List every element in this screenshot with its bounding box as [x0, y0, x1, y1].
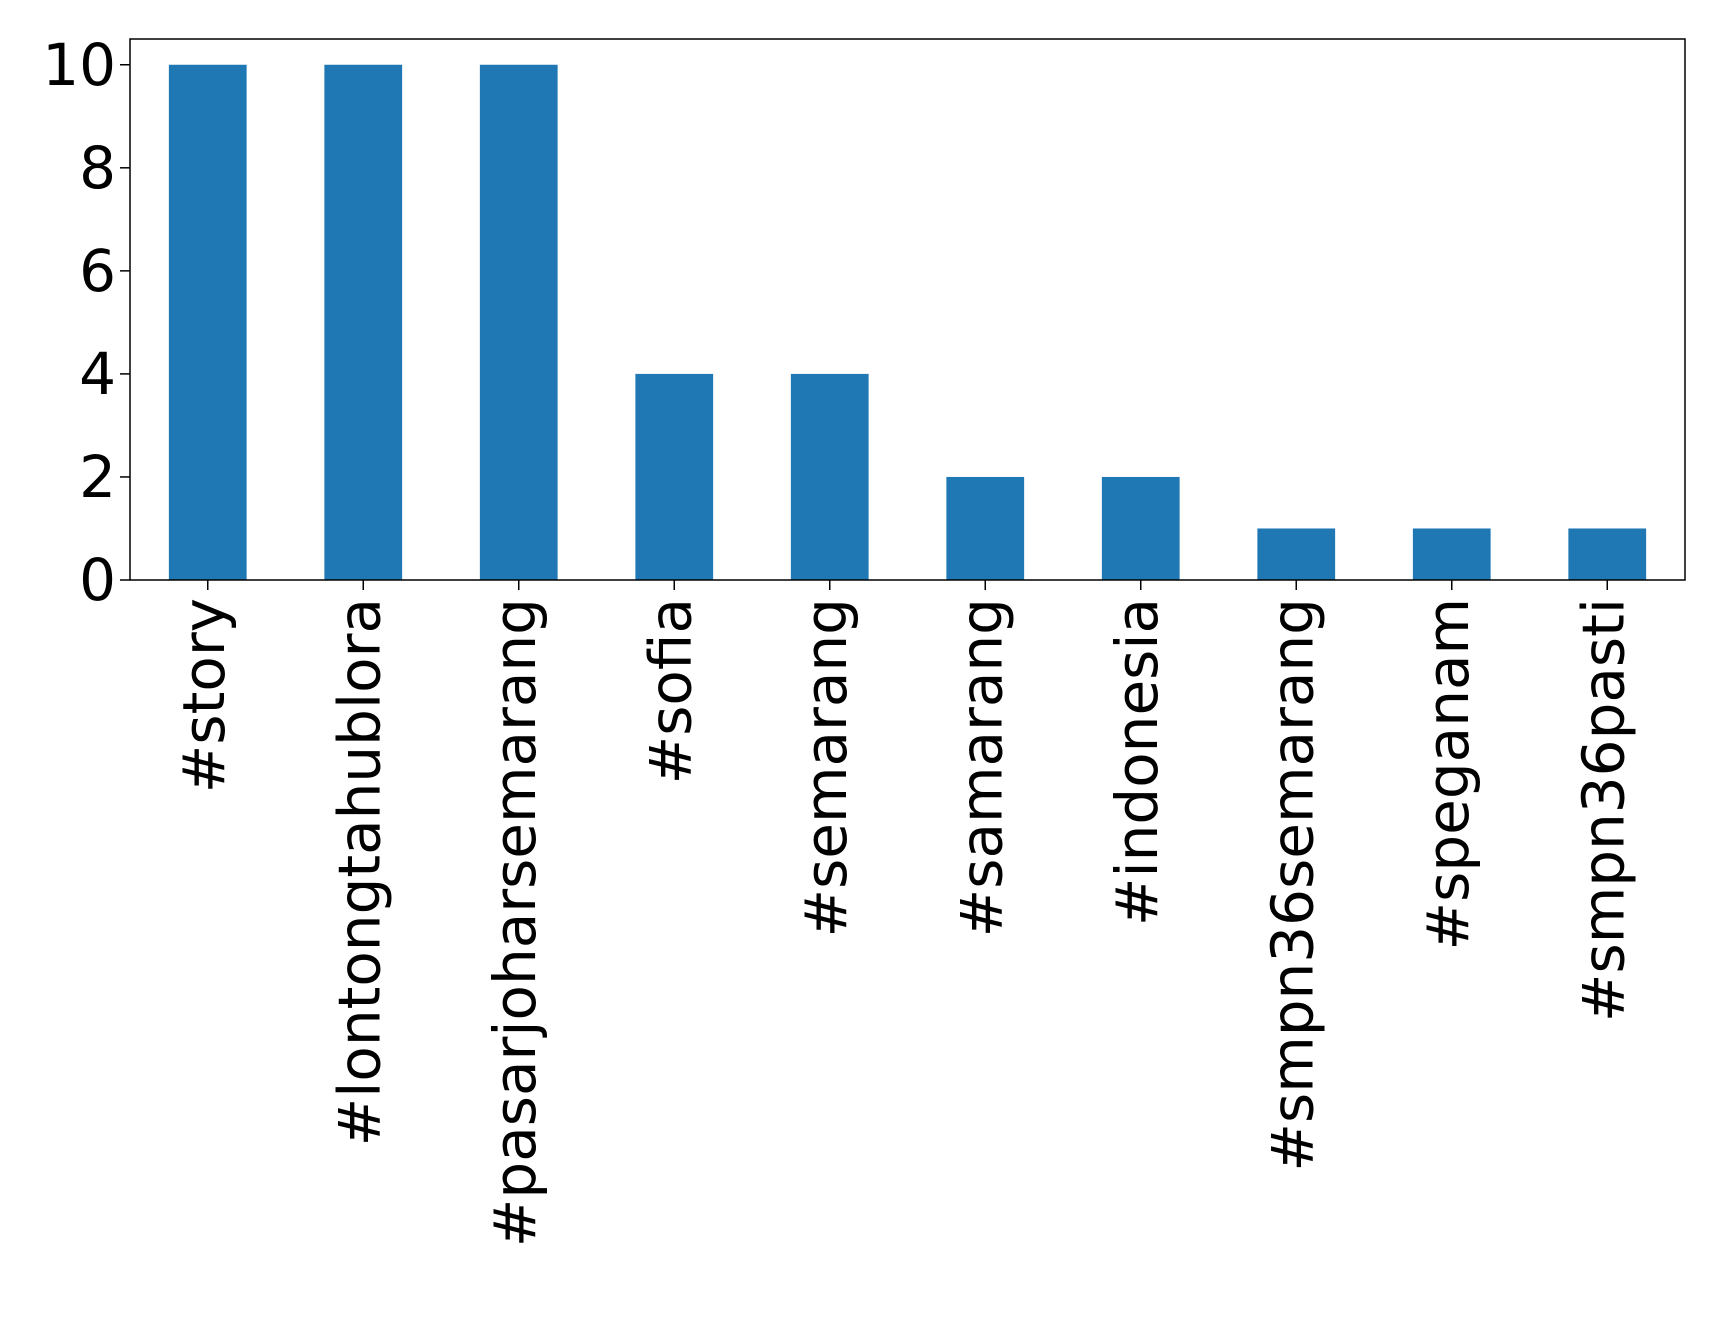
x-tick-label: #samarang	[947, 598, 1015, 937]
bar-lontongtahublora	[324, 64, 403, 580]
y-tick-label: 4	[79, 340, 116, 408]
y-tick-label: 2	[79, 443, 116, 511]
x-tick-label: #semarang	[792, 598, 860, 938]
y-tick-label: 0	[79, 546, 116, 614]
bars-group	[168, 64, 1647, 580]
x-tick-label: #speganam	[1414, 598, 1482, 950]
y-tick-label: 8	[79, 134, 116, 202]
x-tick-label: #pasarjoharsemarang	[481, 598, 549, 1247]
bar-speganam	[1412, 528, 1491, 580]
y-tick-label: 10	[42, 31, 116, 99]
bar-indonesia	[1101, 476, 1180, 580]
bar-samarang	[946, 476, 1025, 580]
x-tick-label: #lontongtahublora	[325, 598, 393, 1146]
bar-pasarjoharsemarang	[479, 64, 558, 580]
x-tick-label: #indonesia	[1103, 598, 1171, 926]
y-axis: 0 2 4 6 8 10	[42, 31, 130, 614]
bar-smpn36pasti	[1568, 528, 1647, 580]
bar-sofia	[635, 373, 714, 580]
x-tick-label: #smpn36semarang	[1258, 598, 1326, 1172]
bar-semarang	[790, 373, 869, 580]
plot-frame	[129, 38, 1686, 581]
x-tick-label: #smpn36pasti	[1569, 598, 1637, 1022]
x-tick-label: #sofia	[636, 598, 704, 784]
x-tick-label: #story	[170, 598, 238, 793]
bar-story	[168, 64, 247, 580]
bar-smpn36semarang	[1257, 528, 1336, 580]
y-tick-label: 6	[79, 237, 116, 305]
x-axis: #story #lontongtahublora #pasarjoharsemara…	[170, 580, 1637, 1247]
